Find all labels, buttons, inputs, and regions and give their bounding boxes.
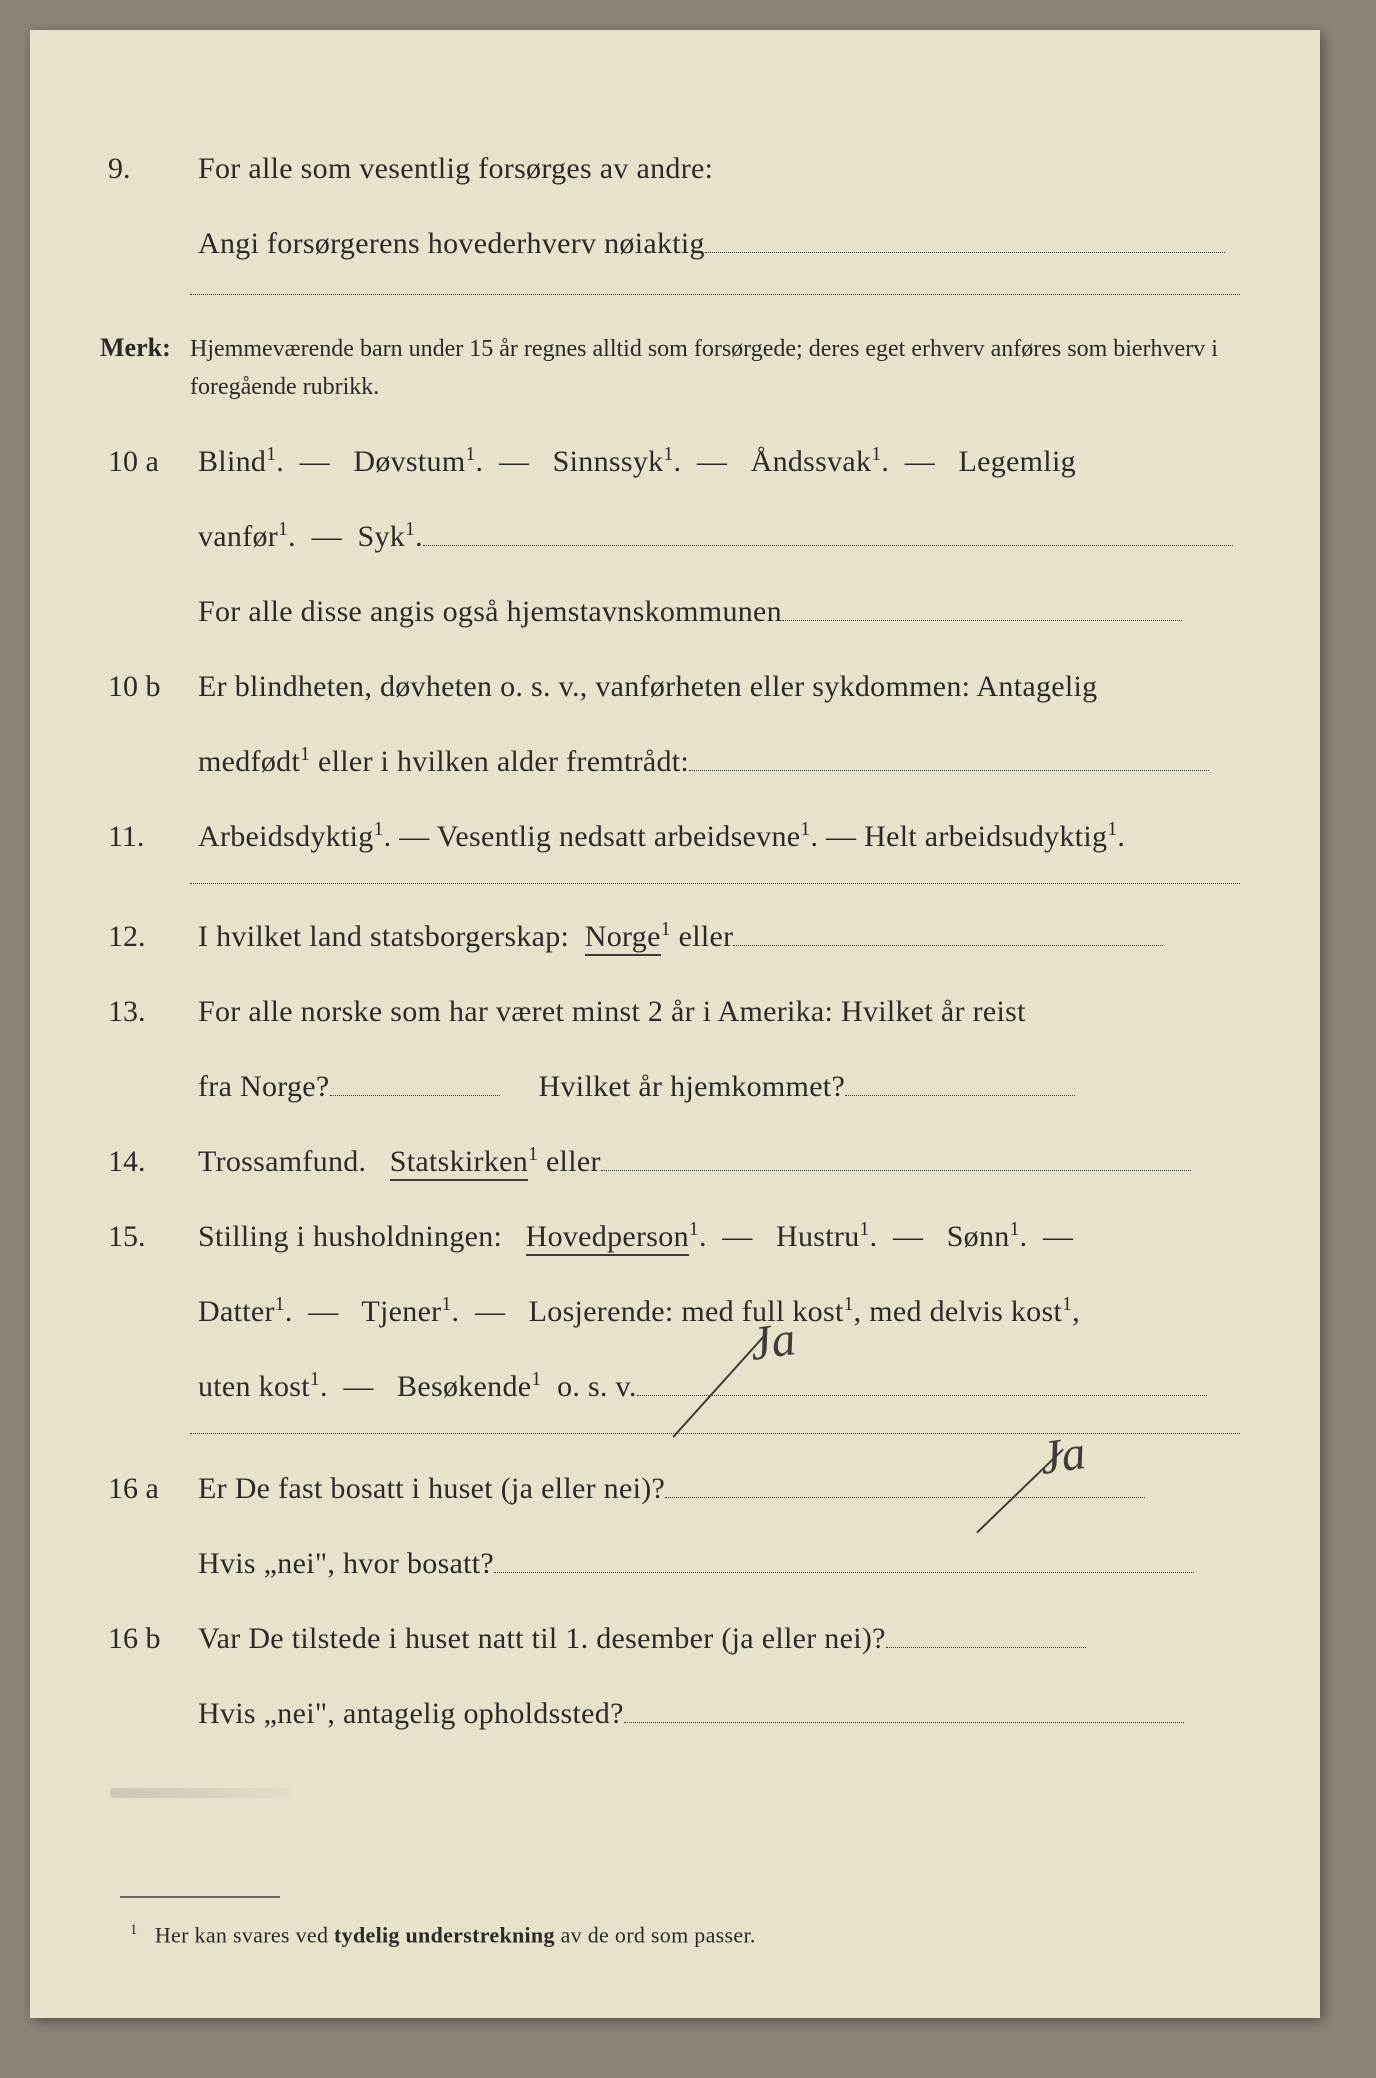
q11-opt1: Arbeidsdyktig <box>198 820 374 853</box>
merk-label: Merk: <box>100 323 190 372</box>
q10b-number: 10 b <box>100 658 198 715</box>
q15-besokende: Besøkende <box>397 1370 531 1403</box>
q9-line2-text: Angi forsørgerens hovederhverv nøiaktig <box>198 227 705 260</box>
blank-line <box>845 1068 1075 1096</box>
q16b-line1: Var De tilstede i huset natt til 1. dese… <box>198 1622 886 1655</box>
blank-line <box>689 743 1209 771</box>
q10a-vanfor: vanfør <box>198 520 278 553</box>
q13-hjemkommet: Hvilket år hjemkommet? <box>539 1070 846 1103</box>
divider <box>190 883 1240 884</box>
q10a-opt-dovstum: Døvstum <box>353 445 465 478</box>
q15-hustru: Hustru <box>776 1220 859 1253</box>
handwriting-16b: Ja <box>1036 1425 1089 1486</box>
q12-number: 12. <box>100 908 198 965</box>
q16b-line2: Hvis „nei", antagelig opholdssted? <box>198 1697 624 1730</box>
q12-pre: I hvilket land statsborgerskap: <box>198 920 569 953</box>
q15-tjener: Tjener <box>361 1295 441 1328</box>
note-merk: Merk: Hjemmeværende barn under 15 år reg… <box>100 323 1240 407</box>
q14-statskirken: Statskirken <box>390 1145 528 1181</box>
q15-sonn: Sønn <box>947 1220 1010 1253</box>
q14-number: 14. <box>100 1133 198 1190</box>
blank-line <box>886 1620 1086 1648</box>
q9-number: 9. <box>100 140 198 197</box>
question-10a-line3: For alle disse angis også hjemstavnskomm… <box>100 583 1240 640</box>
q9-line1: For alle som vesentlig forsørges av andr… <box>198 140 1240 197</box>
blank-line <box>330 1068 500 1096</box>
footnote-pre: Her kan svares ved <box>155 1922 334 1947</box>
handwriting-16a: Ja <box>746 1311 799 1372</box>
blank-line <box>705 225 1225 253</box>
blank-line <box>423 518 1233 546</box>
question-12: 12. I hvilket land statsborgerskap: Norg… <box>100 908 1240 965</box>
question-10b-line2: medfødt1 eller i hvilken alder fremtrådt… <box>100 733 1240 790</box>
q11-opt2: Vesentlig nedsatt arbeidsevne <box>437 820 801 853</box>
q15-delvis: , med delvis kost <box>854 1295 1062 1328</box>
q10a-opt-sinnssyk: Sinnssyk <box>553 445 664 478</box>
q14-pre: Trossamfund. <box>198 1145 366 1178</box>
q15-datter: Datter <box>198 1295 275 1328</box>
blank-line <box>733 918 1163 946</box>
question-15: 15. Stilling i husholdningen: Hovedperso… <box>100 1208 1240 1265</box>
q10b-alder: eller i hvilken alder fremtrådt: <box>318 745 689 778</box>
q13-line1: For alle norske som har været minst 2 år… <box>198 983 1240 1040</box>
paper-smudge <box>110 1788 290 1798</box>
q15-hovedperson: Hovedperson <box>526 1220 689 1256</box>
question-15-line2: Datter1. — Tjener1. — Losjerende: med fu… <box>100 1283 1240 1340</box>
q16a-line2: Hvis „nei", hvor bosatt? <box>198 1547 494 1580</box>
q16a-line1: Er De fast bosatt i huset (ja eller nei)… <box>198 1472 665 1505</box>
q15-losjerende: Losjerende: med full kost <box>529 1295 844 1328</box>
q11-number: 11. <box>100 808 198 865</box>
blank-line <box>782 593 1182 621</box>
q10a-syk: Syk <box>357 520 405 553</box>
q15-number: 15. <box>100 1208 198 1265</box>
question-9: 9. For alle som vesentlig forsørges av a… <box>100 140 1240 197</box>
q10a-opt-legemlig: Legemlig <box>959 445 1076 478</box>
footnote-post: av de ord som passer. <box>555 1922 756 1947</box>
footnote-marker: 1 <box>130 1922 137 1938</box>
q10a-number: 10 a <box>100 433 198 490</box>
footnote-bold: tydelig understrekning <box>334 1922 555 1947</box>
q10b-medfodt: medfødt <box>198 745 300 778</box>
question-13: 13. For alle norske som har været minst … <box>100 983 1240 1040</box>
q12-post: eller <box>679 920 734 953</box>
q13-fra-norge: fra Norge? <box>198 1070 330 1103</box>
q10a-opt-andssvak: Åndssvak <box>751 445 872 478</box>
question-10a-line2: vanfør1. — Syk1. <box>100 508 1240 565</box>
q11-opt3: Helt arbeidsudyktig <box>864 820 1107 853</box>
question-16b: 16 b Var De tilstede i huset natt til 1.… <box>100 1610 1240 1667</box>
q15-pre: Stilling i husholdningen: <box>198 1220 502 1253</box>
form-page: 9. For alle som vesentlig forsørges av a… <box>30 30 1320 2018</box>
merk-text: Hjemmeværende barn under 15 år regnes al… <box>190 330 1240 407</box>
question-16b-line2: Hvis „nei", antagelig opholdssted? <box>100 1685 1240 1742</box>
q14-post: eller <box>546 1145 601 1178</box>
q13-number: 13. <box>100 983 198 1040</box>
q15-uten-kost: uten kost <box>198 1370 310 1403</box>
q12-norge: Norge <box>585 920 661 956</box>
footnote-rule <box>120 1896 280 1898</box>
question-16a-line2: Hvis „nei", hvor bosatt? <box>100 1535 1240 1592</box>
question-13-line2: fra Norge? Hvilket år hjemkommet? <box>100 1058 1240 1115</box>
blank-line <box>624 1695 1184 1723</box>
footnote: 1 Her kan svares ved tydelig understrekn… <box>130 1922 756 1948</box>
question-10b: 10 b Er blindheten, døvheten o. s. v., v… <box>100 658 1240 715</box>
q10a-opt-blind: Blind <box>198 445 266 478</box>
question-9-line2: Angi forsørgerens hovederhverv nøiaktig <box>100 215 1240 272</box>
blank-line <box>494 1545 1194 1573</box>
blank-line <box>601 1143 1191 1171</box>
q16a-number: 16 a <box>100 1460 198 1517</box>
q15-osv: o. s. v. <box>557 1370 637 1403</box>
question-10a: 10 a Blind1. — Døvstum1. — Sinnssyk1. — … <box>100 433 1240 490</box>
q10b-line1: Er blindheten, døvheten o. s. v., vanfør… <box>198 658 1240 715</box>
question-14: 14. Trossamfund. Statskirken1 eller <box>100 1133 1240 1190</box>
question-15-line3: uten kost1. — Besøkende1 o. s. v. <box>100 1358 1240 1415</box>
q10a-hjemstavn: For alle disse angis også hjemstavnskomm… <box>198 595 782 628</box>
question-11: 11. Arbeidsdyktig1. — Vesentlig nedsatt … <box>100 808 1240 865</box>
q16b-number: 16 b <box>100 1610 198 1667</box>
divider <box>190 294 1240 295</box>
